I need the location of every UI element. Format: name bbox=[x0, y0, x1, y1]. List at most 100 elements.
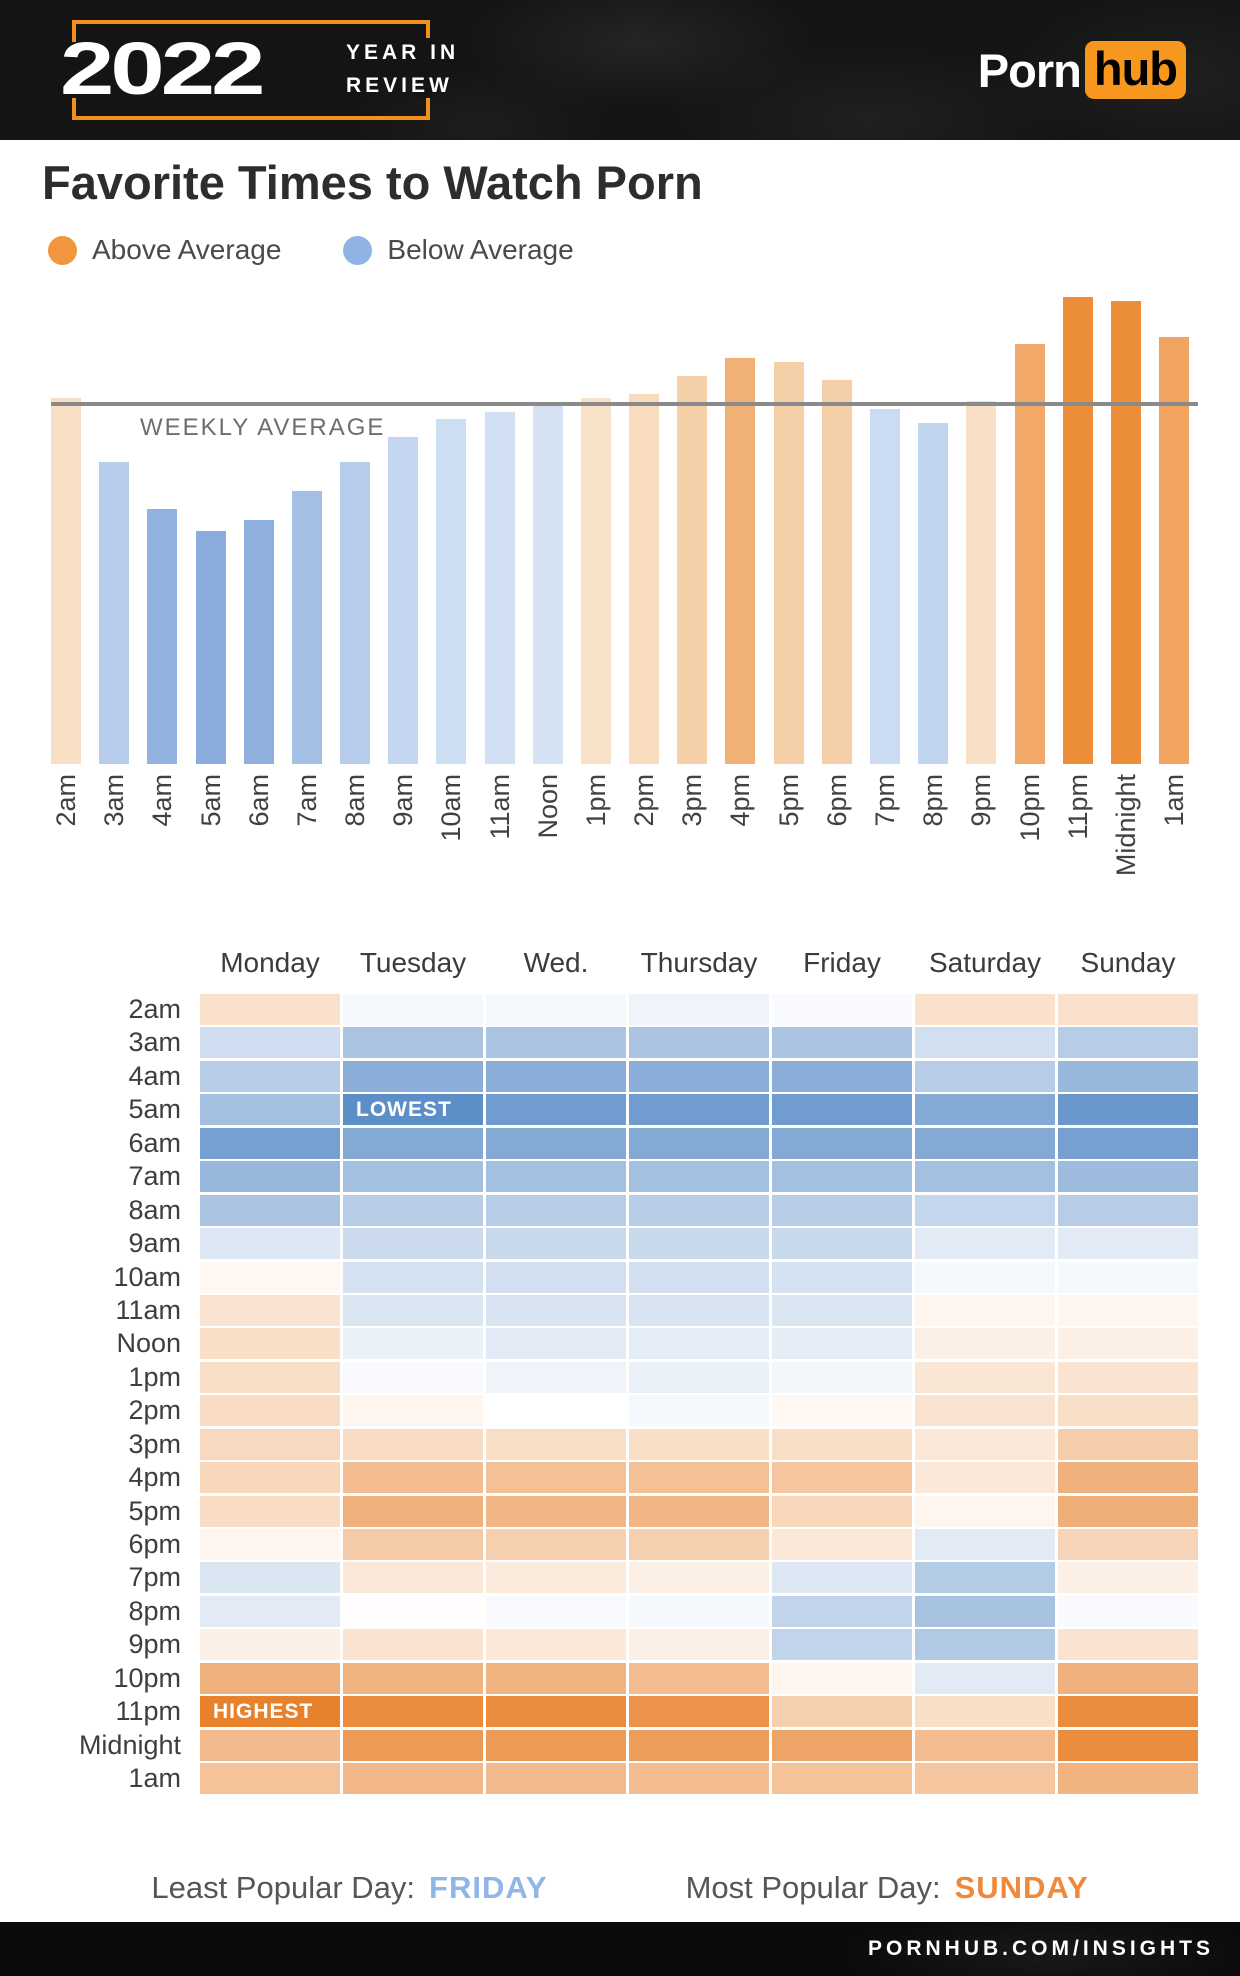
heatmap-row-label-8am: 8am bbox=[128, 1194, 181, 1225]
heatmap-cell-monday-Noon bbox=[200, 1328, 340, 1360]
pornhub-logo-hub: hub bbox=[1084, 40, 1186, 100]
hourly-bar-chart: WEEKLY AVERAGE 2am 3am 4am 5am 6am 7am 8am 9am 1… bbox=[42, 290, 1198, 934]
hour-bar-4am bbox=[147, 509, 178, 765]
heatmap-cell-friday-3am bbox=[772, 1027, 912, 1059]
heatmap-row-label-1pm: 1pm bbox=[128, 1361, 181, 1392]
hour-label-column-4am: 4am bbox=[138, 764, 186, 934]
hour-axis-label-1pm: 1pm bbox=[580, 774, 611, 827]
heatmap-cell-thursday-10am bbox=[629, 1261, 769, 1293]
hour-axis-label-9pm: 9pm bbox=[966, 774, 997, 827]
heatmap-cell-thursday-6pm bbox=[629, 1529, 769, 1561]
heatmap-cell-sunday-7am bbox=[1058, 1161, 1198, 1193]
hour-label-column-3am: 3am bbox=[90, 764, 138, 934]
heatmap-cell-friday-2pm bbox=[772, 1395, 912, 1427]
hour-bar-column-11am bbox=[476, 412, 524, 765]
heatmap-row-label-4pm: 4pm bbox=[128, 1462, 181, 1493]
hour-axis-label-3pm: 3pm bbox=[677, 774, 708, 827]
hour-bar-2am bbox=[51, 398, 82, 765]
heatmap-cell-thursday-9pm bbox=[629, 1629, 769, 1661]
hour-axis-label-11pm: 11pm bbox=[1062, 774, 1093, 840]
heatmap-cell-saturday-6pm bbox=[915, 1529, 1055, 1561]
heatmap-row-label-1am: 1am bbox=[128, 1763, 181, 1794]
heatmap-cell-friday-1pm bbox=[772, 1361, 912, 1393]
heatmap-cell-thursday-2am bbox=[629, 994, 769, 1026]
heatmap-cell-thursday-9am bbox=[629, 1228, 769, 1260]
heatmap-cell-friday-8pm bbox=[772, 1595, 912, 1627]
heatmap-cell-saturday-6am bbox=[915, 1127, 1055, 1159]
heatmap-cell-thursday-8pm bbox=[629, 1595, 769, 1627]
hour-bar-column-6pm bbox=[813, 380, 861, 765]
heatmap-cell-saturday-7pm bbox=[915, 1562, 1055, 1594]
weekly-average-line bbox=[51, 402, 1198, 407]
heatmap-day-header-monday: Monday bbox=[220, 947, 320, 979]
heatmap-cell-thursday-1pm bbox=[629, 1361, 769, 1393]
heatmap-cell-saturday-1am bbox=[915, 1763, 1055, 1795]
heatmap-cell-sunday-6pm bbox=[1058, 1529, 1198, 1561]
most-popular-day-caption: Most Popular Day: SUNDAY bbox=[686, 1870, 1089, 1906]
least-popular-day-label: Least Popular Day: bbox=[151, 1870, 416, 1906]
heatmap-cell-sunday-8am bbox=[1058, 1194, 1198, 1226]
heatmap-cell-tuesday-2am bbox=[343, 994, 483, 1026]
heatmap-cell-wed-Noon bbox=[486, 1328, 626, 1360]
hour-axis-label-1am: 1am bbox=[1159, 774, 1190, 827]
heatmap-cell-tuesday-11pm bbox=[343, 1696, 483, 1728]
pornhub-logo: Porn hub bbox=[978, 40, 1186, 100]
heatmap-cell-tuesday-8pm bbox=[343, 1595, 483, 1627]
hour-label-column-2am: 2am bbox=[42, 764, 90, 934]
hour-label-column-Noon: Noon bbox=[524, 764, 572, 934]
heatmap-cell-sunday-Midnight bbox=[1058, 1729, 1198, 1761]
hour-label-column-11pm: 11pm bbox=[1054, 764, 1102, 934]
heatmap-row-label-7am: 7am bbox=[128, 1161, 181, 1192]
hour-bar-column-6am bbox=[235, 520, 283, 765]
heatmap-cell-monday-6pm bbox=[200, 1529, 340, 1561]
heatmap-cell-tuesday-1pm bbox=[343, 1361, 483, 1393]
heatmap-row-label-4am: 4am bbox=[128, 1060, 181, 1091]
heatmap-cell-tuesday-4pm bbox=[343, 1462, 483, 1494]
heatmap-cell-saturday-8am bbox=[915, 1194, 1055, 1226]
hour-bar-2pm bbox=[629, 394, 660, 765]
heatmap-cell-monday-3am bbox=[200, 1027, 340, 1059]
hour-bar-column-9am bbox=[379, 437, 427, 765]
heatmap-cell-thursday-Midnight bbox=[629, 1729, 769, 1761]
hour-label-column-4pm: 4pm bbox=[716, 764, 764, 934]
heatmap-cell-thursday-6am bbox=[629, 1127, 769, 1159]
legend: Above Average Below Average bbox=[48, 234, 1198, 266]
bar-plot-area: WEEKLY AVERAGE bbox=[42, 290, 1198, 765]
hour-label-column-5pm: 5pm bbox=[765, 764, 813, 934]
heatmap-cell-sunday-11pm bbox=[1058, 1696, 1198, 1728]
heatmap-cell-saturday-4am bbox=[915, 1060, 1055, 1092]
heatmap-cell-tuesday-5pm bbox=[343, 1495, 483, 1527]
hour-bar-5am bbox=[195, 531, 226, 765]
least-popular-day-value: FRIDAY bbox=[429, 1870, 548, 1906]
heatmap-grid: 2am 3am 4am 5am LOWEST 6am 7am 8am 9am 10am 11am No… bbox=[40, 994, 1198, 1795]
heatmap-cell-sunday-11am bbox=[1058, 1294, 1198, 1326]
heatmap-cell-monday-4pm bbox=[200, 1462, 340, 1494]
heatmap-cell-tuesday-7pm bbox=[343, 1562, 483, 1594]
heatmap-cell-thursday-5pm bbox=[629, 1495, 769, 1527]
heatmap-cell-monday-7pm bbox=[200, 1562, 340, 1594]
most-popular-day-label: Most Popular Day: bbox=[685, 1870, 941, 1906]
heatmap-row-label-Noon: Noon bbox=[116, 1328, 181, 1359]
summary-captions: Least Popular Day: FRIDAY Most Popular D… bbox=[0, 1870, 1240, 1906]
hour-label-column-2pm: 2pm bbox=[620, 764, 668, 934]
hour-bar-column-2am bbox=[42, 398, 90, 765]
heatmap-cell-friday-10pm bbox=[772, 1662, 912, 1694]
hour-label-column-7pm: 7pm bbox=[861, 764, 909, 934]
hour-bar-9am bbox=[388, 437, 419, 765]
heatmap-cell-tuesday-9am bbox=[343, 1228, 483, 1260]
hour-label-column-5am: 5am bbox=[187, 764, 235, 934]
heatmap-cell-friday-11pm bbox=[772, 1696, 912, 1728]
hour-bar-8pm bbox=[918, 423, 949, 765]
heatmap-cell-wed-8am bbox=[486, 1194, 626, 1226]
heatmap-cell-saturday-11am bbox=[915, 1294, 1055, 1326]
hour-label-column-11am: 11am bbox=[476, 764, 524, 934]
hour-bar-column-8am bbox=[331, 462, 379, 765]
legend-item-below-average: Below Average bbox=[343, 234, 574, 266]
heatmap-cell-wed-2am bbox=[486, 994, 626, 1026]
footer-bar: PORNHUB.COM/INSIGHTS bbox=[0, 1922, 1240, 1976]
heatmap-cell-saturday-10pm bbox=[915, 1662, 1055, 1694]
heatmap-cell-thursday-8am bbox=[629, 1194, 769, 1226]
hour-bar-1am bbox=[1159, 337, 1190, 765]
hour-label-column-3pm: 3pm bbox=[668, 764, 716, 934]
heatmap-cell-sunday-Noon bbox=[1058, 1328, 1198, 1360]
